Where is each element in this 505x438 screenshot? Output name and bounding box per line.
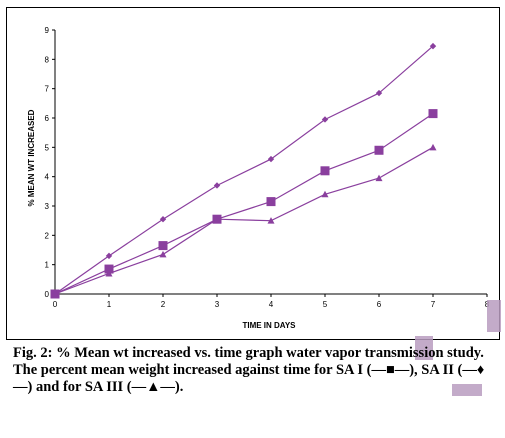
data-point	[105, 252, 113, 260]
data-point	[428, 109, 438, 119]
x-tick-label: 0	[53, 300, 58, 309]
data-point	[429, 42, 437, 50]
x-tick-label: 5	[323, 300, 328, 309]
series-diamond	[51, 42, 437, 298]
data-point	[429, 143, 437, 151]
y-tick-label: 0	[45, 290, 50, 299]
x-tick-label: 4	[269, 300, 274, 309]
series-square	[50, 109, 438, 299]
y-tick-label: 3	[45, 202, 50, 211]
data-point	[320, 166, 330, 176]
data-point	[213, 215, 221, 223]
data-point	[105, 269, 113, 277]
data-point	[375, 89, 383, 97]
series-line	[54, 45, 434, 295]
series-line	[54, 146, 434, 295]
series-triangle	[51, 143, 437, 297]
data-point	[104, 264, 114, 274]
y-tick-label: 1	[45, 261, 50, 270]
decorative-mark	[415, 336, 433, 360]
data-point	[374, 145, 384, 155]
caption-title: Fig. 2: % Mean wt increased vs. time gra…	[13, 345, 484, 361]
data-point	[266, 197, 276, 207]
y-tick-label: 7	[45, 85, 50, 94]
data-point	[321, 116, 329, 123]
chart-frame: 0123456789012345678 % MEAN WT INCREASED …	[6, 7, 500, 340]
y-tick-label: 9	[45, 26, 50, 35]
x-tick-label: 7	[431, 300, 436, 309]
data-point	[51, 290, 59, 297]
y-tick-label: 4	[45, 173, 50, 182]
series-layer	[50, 42, 438, 299]
data-point	[267, 217, 275, 224]
decorative-mark	[487, 300, 501, 332]
y-tick-label: 5	[45, 143, 50, 152]
decorative-mark	[452, 384, 482, 396]
figure-caption: Fig. 2: % Mean wt increased vs. time gra…	[13, 345, 501, 396]
data-point	[159, 250, 167, 258]
y-tick-label: 6	[45, 114, 50, 123]
caption-text: The percent mean weight increased agains…	[13, 362, 485, 395]
y-tick-label: 2	[45, 231, 50, 240]
axis-ticks: 0123456789012345678	[45, 26, 490, 309]
x-tick-label: 2	[161, 300, 166, 309]
data-point	[267, 155, 275, 163]
data-point	[321, 190, 329, 198]
data-point	[159, 216, 167, 223]
data-point	[375, 174, 383, 182]
data-point	[213, 182, 221, 189]
x-axis-title: TIME IN DAYS	[242, 321, 296, 330]
y-axis-title: % MEAN WT INCREASED	[27, 109, 36, 206]
x-tick-label: 1	[107, 300, 112, 309]
y-tick-label: 8	[45, 55, 50, 64]
data-point	[158, 241, 168, 251]
line-chart: 0123456789012345678 % MEAN WT INCREASED …	[27, 26, 490, 330]
x-tick-label: 3	[215, 300, 220, 309]
x-tick-label: 6	[377, 300, 382, 309]
series-line	[54, 113, 434, 295]
